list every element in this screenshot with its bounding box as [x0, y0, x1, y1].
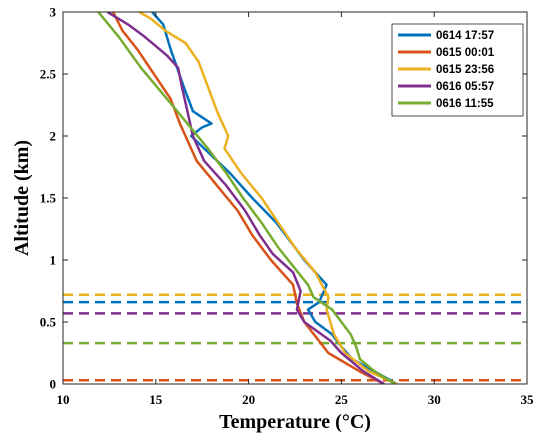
legend-label: 0614 17:57	[436, 30, 494, 42]
series-line	[97, 12, 396, 384]
y-tick-label: 0.5	[40, 315, 57, 330]
series-line	[138, 12, 398, 384]
y-axis-ticks: 0 0.5 1 1.5 2 2.5 3	[40, 5, 527, 392]
legend-label: 0616 11:55	[436, 98, 494, 110]
y-tick-label: 2.5	[40, 67, 57, 82]
x-tick-label: 10	[57, 392, 70, 407]
legend-label: 0615 00:01	[436, 47, 495, 59]
x-axis-ticks: 10 15 20 25 30 35	[57, 12, 535, 407]
y-tick-label: 1.5	[40, 191, 57, 206]
y-tick-label: 2	[50, 129, 57, 144]
y-axis-title: Altitude (km)	[11, 140, 33, 256]
series-line	[106, 12, 385, 384]
y-tick-label: 0	[50, 377, 57, 392]
legend: 0614 17:57 0615 00:01 0615 23:56 0616 05:57…	[391, 23, 524, 117]
x-tick-label: 25	[335, 392, 349, 407]
legend-label: 0616 05:57	[436, 81, 494, 93]
x-tick-label: 15	[149, 392, 163, 407]
x-axis-title: Temperature (°C)	[219, 411, 371, 433]
x-tick-label: 35	[521, 392, 535, 407]
y-tick-label: 1	[50, 253, 57, 268]
x-tick-label: 20	[242, 392, 255, 407]
y-tick-label: 3	[50, 5, 57, 20]
legend-label: 0615 23:56	[436, 64, 494, 76]
series-lines	[97, 12, 398, 384]
series-line	[111, 12, 385, 384]
x-tick-label: 30	[428, 392, 441, 407]
